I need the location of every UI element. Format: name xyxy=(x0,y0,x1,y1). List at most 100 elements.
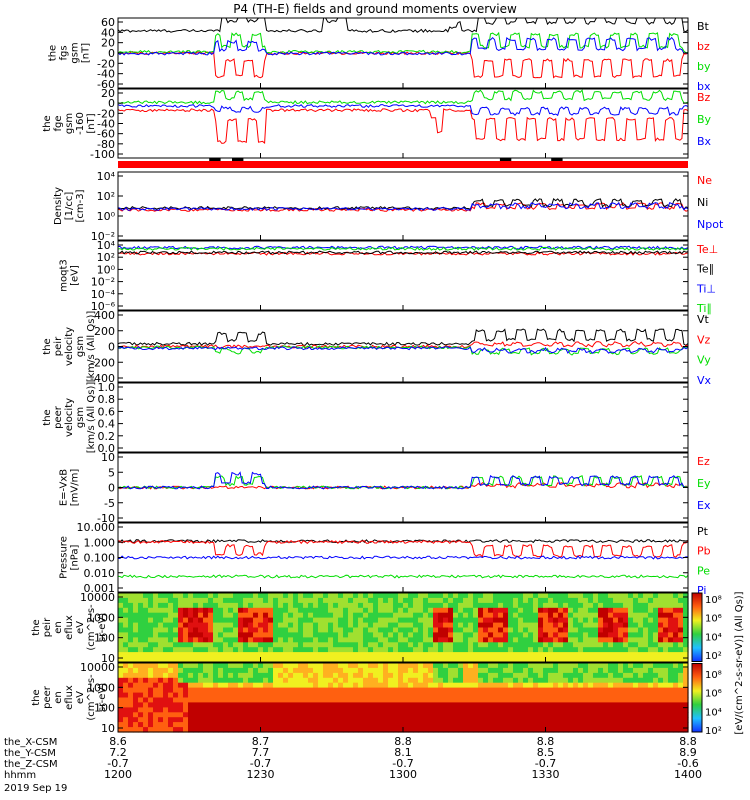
heatmap-cell xyxy=(158,717,164,723)
heatmap-cell xyxy=(538,712,544,718)
y-axis-label: gsm xyxy=(70,42,81,63)
heatmap-cell xyxy=(488,647,494,653)
y-axis-label: sr-eV) xyxy=(97,683,108,712)
heatmap-cell xyxy=(543,707,549,713)
heatmap-cell xyxy=(138,627,144,633)
heatmap-cell xyxy=(648,672,654,679)
heatmap-cell xyxy=(608,712,614,718)
heatmap-cell xyxy=(573,632,579,638)
heatmap-cell xyxy=(123,692,129,699)
heatmap-cell xyxy=(598,627,604,633)
heatmap-cell xyxy=(468,687,474,694)
x-tick-label: 8.8 xyxy=(537,735,555,748)
heatmap-cell xyxy=(313,622,319,629)
heatmap-cell xyxy=(458,632,464,638)
heatmap-cell xyxy=(578,632,584,638)
heatmap-cell xyxy=(328,597,334,604)
heatmap-cell xyxy=(633,722,639,728)
heatmap-cell xyxy=(248,672,254,679)
heatmap-cell xyxy=(148,617,154,624)
heatmap-cell xyxy=(228,627,234,633)
heatmap-cell xyxy=(238,727,244,733)
heatmap-cell xyxy=(203,682,209,689)
heatmap-cell xyxy=(183,622,189,629)
heatmap-cell xyxy=(143,652,149,658)
heatmap-cell xyxy=(128,727,134,733)
heatmap-cell xyxy=(268,677,274,684)
heatmap-cell xyxy=(443,707,449,713)
heatmap-cell xyxy=(298,707,304,713)
heatmap-cell xyxy=(603,682,609,689)
heatmap-cell xyxy=(288,717,294,723)
heatmap-cell xyxy=(318,692,324,699)
heatmap-cell xyxy=(543,712,549,718)
heatmap-cell xyxy=(473,612,479,619)
heatmap-cell xyxy=(123,663,129,669)
heatmap-cell xyxy=(398,667,404,674)
heatmap-cell xyxy=(188,617,194,624)
heatmap-cell xyxy=(218,617,224,624)
heatmap-cell xyxy=(398,632,404,638)
heatmap-cell xyxy=(543,697,549,703)
heatmap-cell xyxy=(258,702,264,708)
heatmap-cell xyxy=(123,602,129,609)
heatmap-cell xyxy=(468,667,474,674)
heatmap-cell xyxy=(603,677,609,684)
y-tick-label: 10⁻⁴ xyxy=(91,288,116,301)
heatmap-cell xyxy=(183,627,189,633)
heatmap-cell xyxy=(338,667,344,674)
heatmap-cell xyxy=(263,707,269,713)
heatmap-cell xyxy=(623,647,629,653)
heatmap-cell xyxy=(633,622,639,629)
heatmap-cell xyxy=(448,632,454,638)
heatmap-cell xyxy=(633,667,639,674)
heatmap-cell xyxy=(563,642,569,648)
heatmap-cell xyxy=(573,612,579,619)
heatmap-cell xyxy=(313,687,319,694)
heatmap-cell xyxy=(288,642,294,648)
heatmap-cell xyxy=(283,727,289,733)
heatmap-cell xyxy=(148,702,154,708)
heatmap-cell xyxy=(493,682,499,689)
heatmap-cell xyxy=(598,677,604,684)
heatmap-cell xyxy=(148,692,154,699)
heatmap-cell xyxy=(663,727,669,733)
heatmap-cell xyxy=(123,632,129,638)
heatmap-cell xyxy=(248,593,254,599)
heatmap-cell xyxy=(543,717,549,723)
heatmap-cell xyxy=(608,687,614,694)
heatmap-cell xyxy=(178,712,184,718)
heatmap-cell xyxy=(368,692,374,699)
heatmap-cell xyxy=(303,602,309,609)
heatmap-cell xyxy=(513,602,519,609)
y-axis-label: [eV] xyxy=(70,265,81,286)
heatmap-cell xyxy=(498,682,504,689)
heatmap-cell xyxy=(583,712,589,718)
heatmap-cell xyxy=(468,722,474,728)
heatmap-cell xyxy=(428,663,434,669)
heatmap-cell xyxy=(238,717,244,723)
heatmap-cell xyxy=(273,612,279,619)
heatmap-cell xyxy=(393,652,399,658)
heatmap-cell xyxy=(218,663,224,669)
legend-Pt: Pt xyxy=(697,525,709,538)
heatmap-cell xyxy=(238,672,244,679)
heatmap-cell xyxy=(488,593,494,599)
heatmap-cell xyxy=(573,597,579,604)
heatmap-cell xyxy=(373,727,379,733)
heatmap-cell xyxy=(343,652,349,658)
heatmap-cell xyxy=(603,722,609,728)
heatmap-cell xyxy=(608,602,614,609)
heatmap-cell xyxy=(193,607,199,614)
heatmap-cell xyxy=(533,612,539,619)
heatmap-cell xyxy=(638,672,644,679)
heatmap-cell xyxy=(178,627,184,633)
heatmap-cell xyxy=(308,632,314,638)
heatmap-cell xyxy=(543,667,549,674)
heatmap-cell xyxy=(578,697,584,703)
heatmap-cell xyxy=(133,702,139,708)
heatmap-cell xyxy=(188,657,194,663)
heatmap-cell xyxy=(653,682,659,689)
y-axis-label: [km/s (All Qs)] xyxy=(86,311,97,383)
heatmap-cell xyxy=(468,642,474,648)
